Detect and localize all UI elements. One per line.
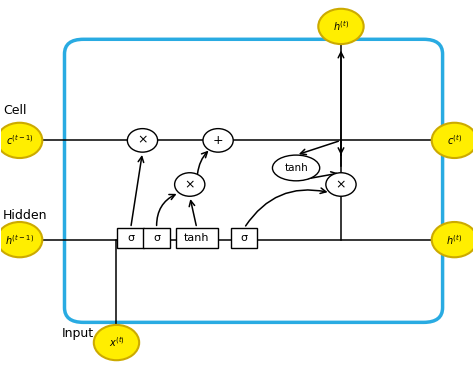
Circle shape (174, 173, 205, 196)
Text: σ: σ (153, 233, 160, 243)
Circle shape (0, 123, 42, 158)
Ellipse shape (273, 155, 319, 181)
Text: $h^{(t)}$: $h^{(t)}$ (446, 233, 463, 246)
Text: Input: Input (62, 327, 94, 340)
Text: tanh: tanh (184, 233, 210, 243)
Text: tanh: tanh (284, 163, 308, 173)
Text: Cell: Cell (3, 104, 27, 117)
Circle shape (0, 222, 42, 257)
Text: $h^{(t)}$: $h^{(t)}$ (333, 20, 349, 33)
Circle shape (203, 129, 233, 152)
Text: Hidden: Hidden (3, 209, 47, 222)
Text: +: + (213, 134, 223, 147)
Text: $h^{(t-1)}$: $h^{(t-1)}$ (5, 233, 34, 246)
Text: ×: × (336, 178, 346, 191)
Circle shape (326, 173, 356, 196)
FancyBboxPatch shape (144, 228, 170, 248)
Circle shape (94, 325, 139, 360)
FancyBboxPatch shape (176, 228, 218, 248)
Text: $c^{(t)}$: $c^{(t)}$ (447, 134, 462, 147)
Circle shape (128, 129, 157, 152)
Text: σ: σ (127, 233, 134, 243)
Circle shape (432, 222, 474, 257)
Circle shape (432, 123, 474, 158)
FancyBboxPatch shape (118, 228, 144, 248)
Text: ×: × (137, 134, 148, 147)
Text: ×: × (184, 178, 195, 191)
FancyBboxPatch shape (231, 228, 257, 248)
Text: $x^{(t)}$: $x^{(t)}$ (109, 336, 124, 349)
Text: σ: σ (241, 233, 247, 243)
Text: $c^{(t-1)}$: $c^{(t-1)}$ (6, 134, 34, 147)
Circle shape (318, 9, 364, 44)
